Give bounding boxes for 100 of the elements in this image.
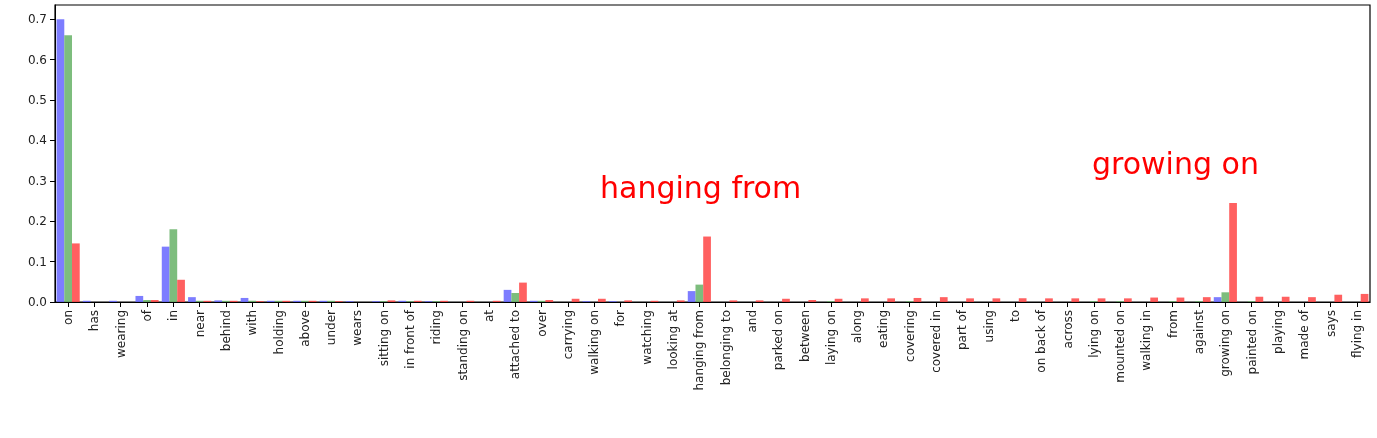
y-tick-label: 0.6 [27, 52, 47, 67]
x-tick-label: eating [876, 310, 891, 348]
bar [1202, 297, 1211, 302]
x-tick-label: from [1165, 310, 1180, 338]
bar [966, 298, 974, 302]
x-tick-label: with [245, 310, 260, 336]
bar [1334, 294, 1343, 302]
bar [169, 229, 178, 302]
x-tick-label: laying on [823, 310, 838, 366]
bar [695, 284, 704, 302]
bar [188, 297, 196, 302]
bar [687, 291, 696, 302]
bar [511, 293, 520, 302]
x-tick-label: holding [271, 310, 286, 355]
bar [1018, 298, 1027, 302]
bar [1213, 297, 1222, 302]
bar [992, 298, 1001, 302]
x-tick-label: belonging to [718, 310, 733, 386]
x-tick-label: walking on [587, 310, 602, 375]
x-tick-label: of [140, 309, 155, 322]
x-tick-label: at [481, 309, 496, 323]
x-tick-label: lying on [1086, 310, 1101, 358]
x-tick-label: riding [429, 310, 444, 345]
x-tick-label: near [192, 309, 207, 338]
bar [782, 298, 790, 302]
x-tick-label: for [613, 309, 628, 327]
bar [161, 246, 170, 302]
x-tick-label: parked on [771, 310, 786, 371]
y-tick-label: 0.1 [27, 254, 47, 269]
bar [1150, 297, 1159, 302]
bar [1360, 293, 1369, 302]
x-tick-label: between [797, 310, 812, 362]
y-tick-label: 0.3 [27, 173, 47, 188]
bar [887, 298, 896, 302]
x-tick-label: attached to [508, 310, 523, 380]
x-tick-label: under [324, 309, 339, 346]
bar [1071, 298, 1080, 302]
x-tick-label: and [744, 310, 759, 333]
bar [177, 279, 185, 302]
bar [240, 297, 249, 302]
annotation: growing on [1092, 145, 1259, 181]
bar [703, 236, 711, 302]
bar [56, 19, 65, 302]
bar [143, 299, 151, 302]
bar [1221, 292, 1230, 302]
y-tick-label: 0.5 [27, 92, 47, 107]
x-tick-label: behind [218, 310, 233, 352]
bar [913, 297, 922, 302]
x-tick-label: in front of [403, 309, 418, 369]
bar [1045, 298, 1053, 302]
bar [808, 299, 817, 302]
x-tick-label: carrying [560, 310, 575, 360]
x-tick-label: standing on [455, 310, 470, 381]
bar [1281, 296, 1290, 302]
bar [939, 297, 948, 302]
bar [519, 282, 527, 302]
x-tick-label: on [61, 310, 76, 325]
x-tick-label: looking at [666, 309, 681, 370]
x-tick-label: walking in [1139, 310, 1154, 371]
x-tick-label: in [166, 310, 181, 321]
y-tick-label: 0.4 [27, 133, 47, 148]
x-tick-label: on back of [1034, 309, 1049, 373]
x-tick-label: growing on [1218, 310, 1233, 377]
annotation: hanging from [600, 169, 802, 205]
x-tick-label: along [850, 310, 865, 344]
x-tick-label: covered in [929, 310, 944, 373]
x-tick-label: painted on [1244, 310, 1259, 375]
bar [64, 35, 73, 302]
x-tick-label: flying in [1349, 310, 1364, 358]
bar [545, 299, 554, 302]
x-tick-label: wears [350, 310, 365, 346]
bar [861, 298, 869, 302]
y-tick-label: 0.7 [27, 12, 47, 27]
x-tick-label: across [1060, 310, 1075, 349]
x-tick-label: covering [902, 310, 917, 362]
bar [1229, 203, 1237, 302]
x-tick-label: over [534, 309, 549, 337]
x-tick-label: hanging from [692, 310, 707, 391]
bar [1124, 298, 1132, 302]
x-tick-label: mounted on [1113, 310, 1128, 383]
x-tick-label: part of [955, 309, 970, 350]
x-tick-label: made of [1297, 309, 1312, 360]
x-tick-label: using [981, 310, 996, 343]
bar [135, 295, 144, 302]
x-tick-label: against [1192, 309, 1207, 355]
y-tick-label: 0.2 [27, 214, 47, 229]
x-tick-label: wearing [113, 310, 128, 359]
x-tick-label: watching [639, 310, 654, 365]
bar [72, 243, 80, 302]
x-tick-label: has [87, 310, 102, 332]
x-tick-label: to [1007, 310, 1022, 323]
y-tick-label: 0.0 [27, 295, 47, 309]
x-tick-label: sitting on [376, 310, 391, 367]
x-tick-label: above [297, 310, 312, 347]
x-tick-label: playing [1270, 310, 1285, 354]
bar [1097, 298, 1106, 302]
bar [1308, 297, 1316, 302]
bar [598, 298, 606, 302]
x-tick-label: says [1323, 310, 1338, 337]
bar [150, 299, 159, 302]
